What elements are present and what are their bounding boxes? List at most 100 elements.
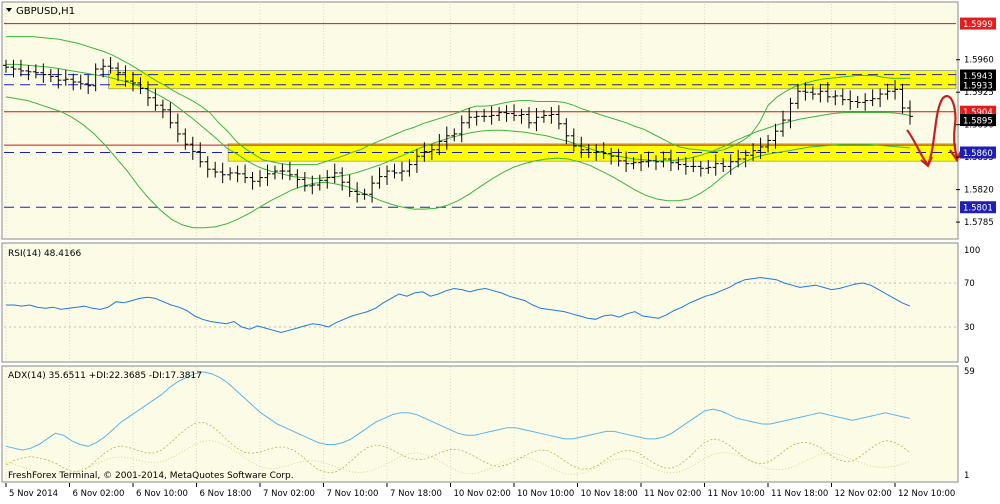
di-plus-line [5,421,911,473]
price-bar [451,128,458,142]
price-bar [17,59,24,77]
price-bar [847,90,854,110]
price-bar [727,154,734,175]
price-bar [533,107,540,132]
price-bar [802,82,809,101]
price-bar [212,161,219,178]
price-tag-label: 1.5895 [963,117,993,127]
price-bar [130,71,137,92]
price-bar [219,162,226,184]
price-bar [907,100,913,125]
price-bar [854,95,861,108]
price-bar [10,59,17,78]
price-bar [85,74,92,95]
price-bar [645,151,652,168]
rsi-axis-label: 30 [964,323,975,333]
forecast-arrow-tail [920,156,933,168]
price-bar [189,136,196,160]
price-bar [271,165,278,180]
support-resistance-zone [227,143,957,162]
adx-axis-label: 1 [964,471,969,481]
price-bar [600,142,607,160]
price-bar [159,99,166,119]
price-bar [675,157,682,171]
price-tag-label: 1.5904 [963,108,993,118]
price-bar [137,77,144,95]
price-bar [466,107,473,129]
price-bars [3,56,913,203]
time-axis-label: 6 Nov 02:00 [73,489,125,499]
price-bar [354,182,361,203]
price-bar [294,169,301,188]
bollinger-middle-band [6,63,911,180]
price-bar [62,69,69,86]
time-axis-label: 7 Nov 10:00 [327,489,379,499]
time-axis-label: 11 Nov 10:00 [708,489,765,499]
price-bar [122,65,129,87]
price-bar [47,69,54,83]
price-bar [518,108,525,124]
rsi-axis-label: 0 [964,356,969,366]
horizontal-levels [4,23,956,208]
price-bar [832,90,839,106]
di-minus-line [5,440,911,475]
price-bar [100,58,107,78]
price-bar [548,107,555,124]
price-bar [264,164,271,186]
price-axis-label: 1.5925 [964,88,994,98]
rsi-panel-bg [1,242,959,363]
price-bar [667,149,674,172]
price-bar [316,174,323,191]
price-bar [70,73,77,91]
price-bar [331,163,338,184]
price-bar [369,175,376,203]
price-bar [570,128,577,152]
time-axis-label: 12 Nov 02:00 [835,489,892,499]
price-bar [869,89,876,107]
adx-indicator [5,371,911,475]
bollinger-lower-band [5,96,911,229]
price-bar [3,59,9,73]
price-bar [436,133,443,156]
price-bar [787,97,794,129]
dropdown-triangle-icon[interactable] [6,8,12,12]
y-axis-labels: 1.59601.59251.58901.58551.58201.57851.59… [956,17,996,481]
price-bar [877,88,884,108]
price-bar [473,110,480,126]
price-bar [152,88,159,111]
price-bar [115,62,122,82]
price-tag-box [960,17,996,30]
price-bar [428,144,435,160]
rsi-label: RSI(14) 48.4166 [8,249,81,259]
price-bar [779,110,786,137]
rsi-axis-label: 100 [964,246,980,256]
price-bar [757,137,764,160]
price-axis-label: 1.5960 [964,56,994,66]
time-axis-label: 10 Nov 18:00 [581,489,638,499]
bollinger-bands [5,36,911,229]
price-bar [144,81,151,107]
price-tag-label: 1.5801 [963,204,993,214]
price-tag-box [960,78,996,91]
time-axis-label: 11 Nov 18:00 [771,489,828,499]
price-bar [301,171,308,192]
price-bar [234,165,241,183]
price-bar [720,158,727,172]
price-bar [593,144,600,161]
price-bar [346,174,353,198]
price-bar [839,88,846,106]
highlight-zones [108,70,957,162]
price-bar [525,107,532,129]
price-tag-label: 1.5943 [963,72,993,82]
price-tag-label: 1.5860 [963,149,993,159]
price-axis-label: 1.5820 [964,186,994,196]
price-bar [391,163,398,179]
adx-line [5,371,911,451]
price-bar [496,107,503,121]
price-bar [77,74,84,90]
price-bar [862,93,869,111]
support-resistance-zone [108,70,957,90]
price-bar [309,175,316,195]
price-bar [750,143,757,161]
